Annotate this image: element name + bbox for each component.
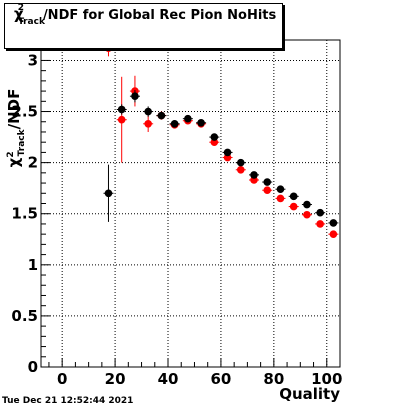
y-tick-label: 0 bbox=[28, 358, 38, 376]
data-point bbox=[303, 200, 311, 209]
data-point bbox=[104, 189, 113, 198]
y-tick-label: 2 bbox=[28, 154, 38, 172]
data-point bbox=[289, 202, 298, 211]
data-point bbox=[157, 111, 166, 120]
chart-marks bbox=[103, 40, 339, 238]
title-chi-symbol: χ bbox=[14, 5, 24, 23]
data-point bbox=[236, 165, 245, 174]
data-point bbox=[197, 118, 205, 127]
data-point bbox=[263, 178, 272, 186]
data-point bbox=[144, 107, 152, 116]
x-tick-label: 20 bbox=[105, 370, 126, 388]
data-point bbox=[170, 119, 179, 128]
y-tick-label: 2.5 bbox=[11, 103, 38, 121]
data-point bbox=[329, 230, 338, 238]
x-tick-label: 100 bbox=[311, 370, 342, 388]
x-axis-label: Quality bbox=[279, 385, 340, 403]
data-point bbox=[289, 192, 298, 201]
x-tick-label: 60 bbox=[210, 370, 231, 388]
data-point bbox=[144, 119, 152, 128]
chart-title: χ2 Track/NDF for Global Rec Pion NoHits bbox=[14, 3, 290, 27]
data-point bbox=[316, 220, 324, 228]
title-text: /NDF for Global Rec Pion NoHits bbox=[42, 8, 277, 23]
data-point bbox=[276, 194, 285, 203]
y-axis-label-text: χ2Track/NDF bbox=[5, 89, 27, 168]
data-point bbox=[236, 158, 245, 167]
data-point bbox=[184, 114, 192, 123]
data-point bbox=[131, 92, 139, 101]
y-axis-label: χ2Track/NDF bbox=[5, 89, 27, 168]
title-superscript: 2 bbox=[17, 3, 24, 13]
data-point bbox=[329, 219, 338, 227]
data-point bbox=[117, 105, 126, 114]
y-tick-label: 1 bbox=[28, 256, 38, 274]
data-point bbox=[117, 115, 126, 124]
data-point bbox=[210, 133, 219, 141]
title-subscript: Track bbox=[17, 17, 45, 27]
chart-axes: 0 20 40 60 80 100 0 0.5 1 1.5 2 2.5 3 bbox=[11, 39, 342, 388]
chart-title-box: χ2 Track/NDF for Global Rec Pion NoHits bbox=[4, 3, 283, 49]
data-point bbox=[223, 148, 232, 157]
x-tick-label: 80 bbox=[263, 370, 284, 388]
data-point bbox=[316, 208, 324, 217]
y-tick-label: 3 bbox=[28, 51, 38, 69]
timestamp-footer: Tue Dec 21 12:52:44 2021 bbox=[2, 396, 134, 406]
x-tick-label: 0 bbox=[57, 370, 67, 388]
data-point bbox=[263, 186, 272, 195]
data-point bbox=[276, 185, 285, 193]
data-point bbox=[250, 171, 258, 179]
y-tick-label: 1.5 bbox=[11, 205, 38, 223]
y-tick-label: 0.5 bbox=[11, 307, 38, 325]
data-point bbox=[303, 210, 311, 219]
x-tick-label: 40 bbox=[158, 370, 179, 388]
